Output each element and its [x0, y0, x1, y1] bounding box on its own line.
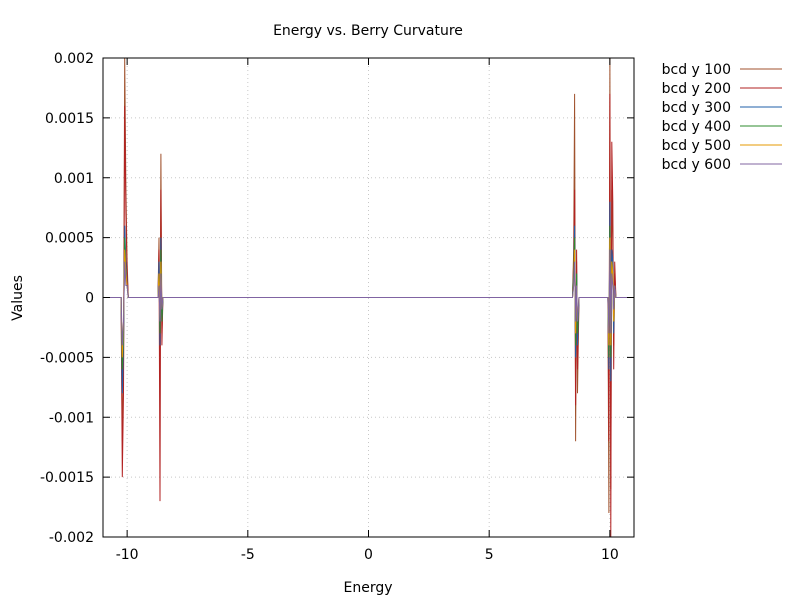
x-tick-label: 0	[364, 547, 373, 563]
legend-entry-label: bcd y 100	[662, 62, 731, 78]
series-line-6	[103, 249, 634, 346]
y-axis-label: Values	[10, 275, 26, 321]
legend: bcd y 100 bcd y 200 bcd y 300 bcd y 400 bcd …	[662, 62, 782, 173]
y-tick-label: 0.0015	[45, 111, 94, 127]
legend-entry-label: bcd y 400	[662, 119, 731, 135]
legend-entry-label: bcd y 600	[662, 157, 731, 173]
y-tick-label: 0	[85, 291, 94, 307]
y-tick-label: 0.0005	[45, 231, 94, 247]
x-tick-label: -10	[116, 547, 139, 563]
x-tick-label: -5	[241, 547, 255, 563]
series-group	[103, 58, 634, 537]
x-tick-label: 5	[485, 547, 494, 563]
x-axis-label: Energy	[343, 580, 392, 596]
y-tick-label: 0.001	[54, 171, 94, 187]
legend-entry-label: bcd y 500	[662, 138, 731, 154]
chart-title: Energy vs. Berry Curvature	[273, 23, 463, 39]
y-tick-label: 0.002	[54, 51, 94, 67]
y-tick-label: -0.0015	[40, 470, 94, 486]
y-tick-label: -0.001	[49, 410, 94, 426]
ticks: -10 -5 0 5 10 -0.002 -0.0015 -0.001 -0.0005 0 0.00…	[40, 51, 634, 563]
y-tick-label: -0.0005	[40, 350, 94, 366]
x-tick-label: 10	[601, 547, 619, 563]
legend-entry-label: bcd y 300	[662, 100, 731, 116]
legend-entry-label: bcd y 200	[662, 81, 731, 97]
y-tick-label: -0.002	[49, 530, 94, 546]
